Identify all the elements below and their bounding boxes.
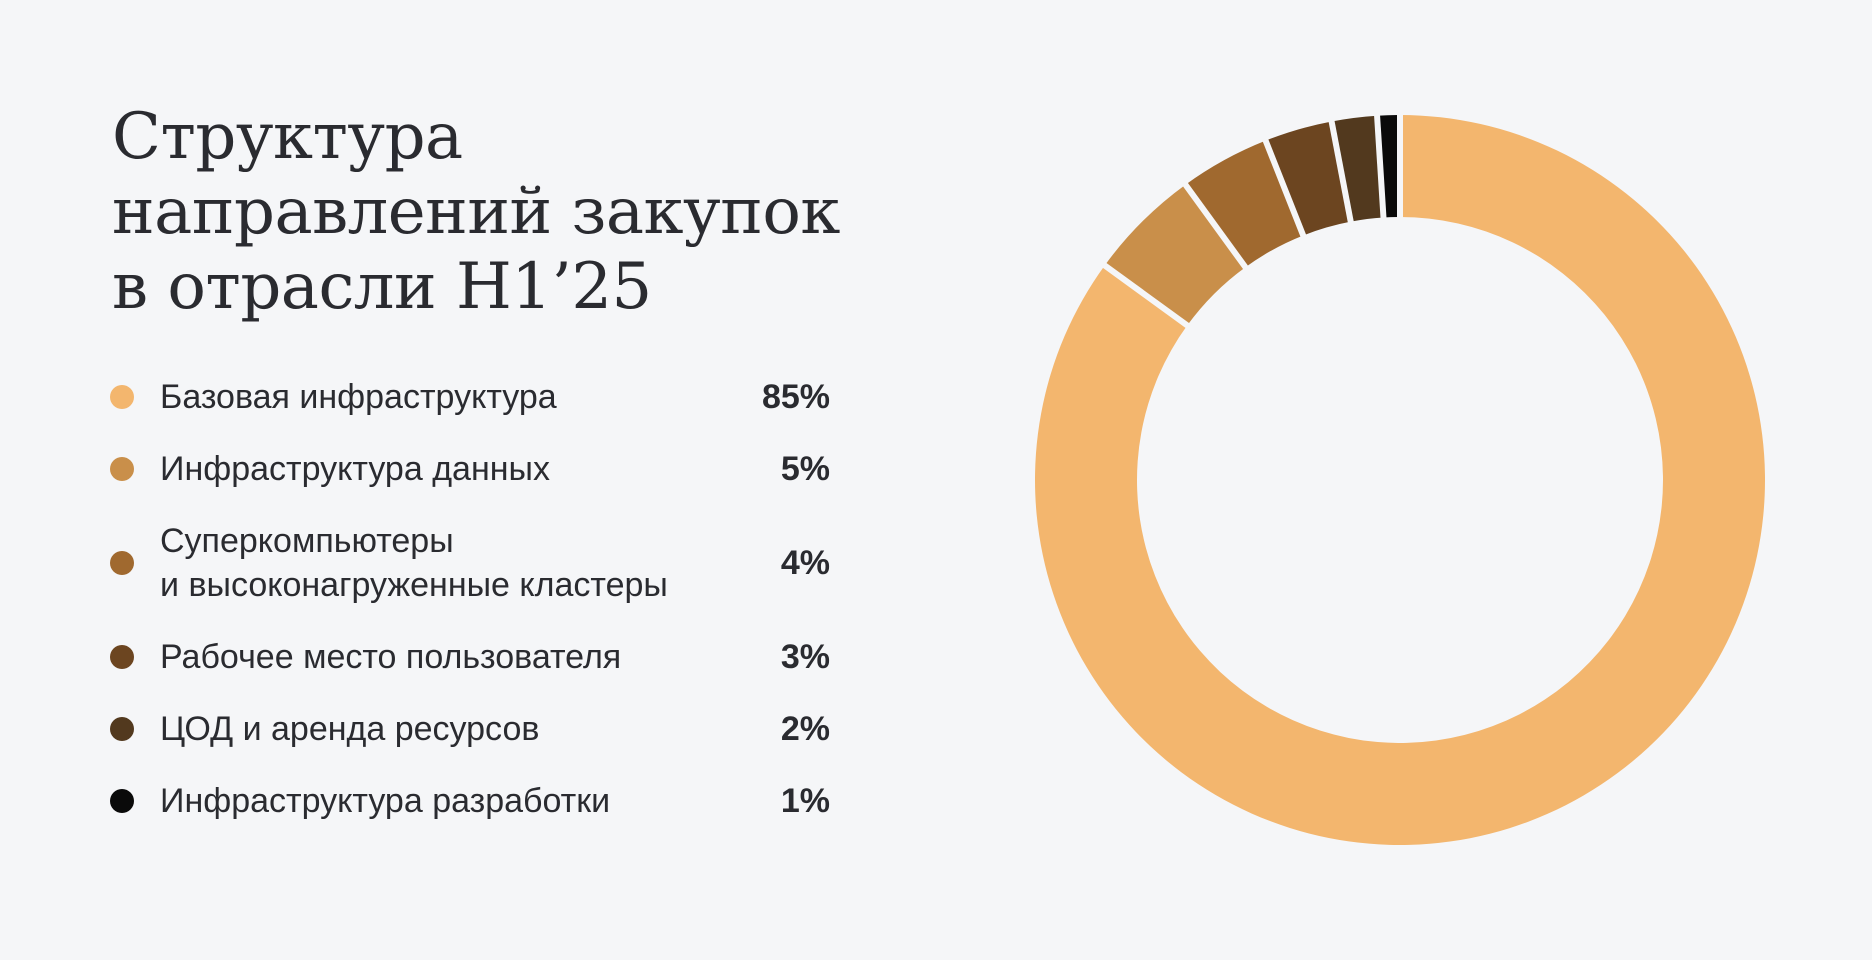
legend-label-datacenter-rental: ЦОД и аренда ресурсов [160, 707, 781, 751]
legend-label-dev-infrastructure: Инфраструктура разработки [160, 779, 781, 823]
legend-value-supercomputers: 4% [780, 544, 830, 582]
legend-label-line: Базовая инфраструктура [160, 378, 557, 416]
chart-title-line-2: направлений закупок [112, 175, 840, 249]
chart-title-line-3: в отрасли H1’25 [112, 250, 652, 324]
legend-item-base-infrastructure: Базовая инфраструктура 85% [110, 375, 830, 419]
donut-separator-2 [1100, 261, 1192, 330]
legend-label-line: Инфраструктура разработки [160, 782, 611, 820]
chart-legend: Базовая инфраструктура 85% Инфраструктур… [110, 375, 830, 823]
legend-label-line: и высоконагруженные кластеры [160, 566, 668, 604]
legend-label-line: Инфраструктура данных [160, 450, 550, 488]
legend-label-user-workplace: Рабочее место пользователя [160, 635, 781, 679]
donut-slice-3 [1185, 140, 1304, 268]
legend-label-base-infrastructure: Базовая инфраструктура [160, 375, 762, 419]
donut-slice-5 [1331, 115, 1384, 222]
chart-title-line-1: Структура [112, 100, 463, 174]
legend-swatch-data-infrastructure [110, 457, 134, 481]
legend-value-datacenter-rental: 2% [780, 710, 830, 748]
donut-separator-3 [1181, 180, 1250, 272]
donut-separator-5 [1328, 117, 1355, 226]
legend-item-dev-infrastructure: Инфраструктура разработки 1% [110, 779, 830, 823]
legend-item-datacenter-rental: ЦОД и аренда ресурсов 2% [110, 707, 830, 751]
chart-title: Структура направлений закупок в отрасли … [112, 100, 872, 325]
legend-value-base-infrastructure: 85% [761, 378, 830, 416]
legend-label-line: Рабочее место пользователя [160, 638, 622, 676]
legend-value-data-infrastructure: 5% [780, 450, 830, 488]
legend-swatch-supercomputers [110, 551, 134, 575]
legend-swatch-base-infrastructure [110, 385, 134, 409]
legend-swatch-datacenter-rental [110, 717, 134, 741]
legend-label-line: Суперкомпьютеры [160, 522, 454, 560]
legend-swatch-user-workplace [110, 645, 134, 669]
legend-label-supercomputers: Суперкомпьютеры и высоконагруженные клас… [160, 519, 781, 607]
donut-chart [1035, 112, 1765, 845]
legend-value-user-workplace: 3% [780, 638, 830, 676]
legend-item-data-infrastructure: Инфраструктура данных 5% [110, 447, 830, 491]
legend-swatch-dev-infrastructure [110, 789, 134, 813]
donut-separator-4 [1261, 136, 1308, 240]
legend-label-line: ЦОД и аренда ресурсов [160, 710, 540, 748]
legend-value-dev-infrastructure: 1% [780, 782, 830, 820]
legend-item-supercomputers: Суперкомпьютеры и высоконагруженные клас… [110, 519, 830, 607]
legend-item-user-workplace: Рабочее место пользователя 3% [110, 635, 830, 679]
donut-slice-4 [1265, 121, 1351, 236]
legend-label-data-infrastructure: Инфраструктура данных [160, 447, 781, 491]
donut-separator-6 [1373, 112, 1387, 221]
